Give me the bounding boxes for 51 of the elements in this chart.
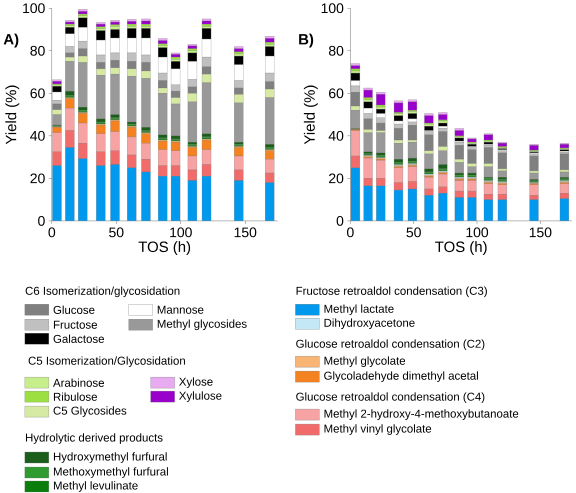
text: C6 Isomerization/glycosidation — [26, 286, 180, 297]
text: C5 Isomerization/Glycosidation — [28, 356, 185, 367]
legend-label: Methyl glycosides — [158, 319, 247, 330]
x-tick-label: 0 — [48, 227, 56, 238]
legend-label: Methyl levulinate — [54, 480, 138, 492]
x-axis-title: TOS (h) — [138, 240, 190, 255]
legend-label: Ribulose — [54, 392, 97, 401]
legend-label: Xylose — [179, 377, 213, 388]
text: Glucose retroaldol condensation (C4) — [296, 392, 484, 403]
legend-label: Dihydroxyacetone — [324, 318, 415, 329]
legend-label: Methyl glycolate — [324, 356, 406, 367]
legend-label: Fructose — [54, 320, 97, 329]
text: A) — [4, 33, 18, 48]
text: Fructose retroaldol condensation (C3) — [296, 286, 487, 297]
legend-label: Methyl vinyl glycolate — [324, 424, 432, 435]
y-tick-label: 60 — [329, 88, 344, 98]
x-tick-label: 50 — [109, 227, 124, 238]
y-tick-label: 40 — [30, 130, 45, 141]
x-axis-title: TOS (h) — [435, 240, 487, 255]
legend-label: Xylulose — [179, 391, 222, 402]
text: B) — [299, 33, 314, 48]
y-tick-label: 20 — [329, 173, 344, 184]
legend-label: Methoxymethyl furfural — [54, 466, 168, 478]
y-tick-label: 0 — [38, 216, 45, 226]
text: Glucose retroaldol condensation (C2) — [296, 339, 484, 350]
y-tick-label: 40 — [328, 130, 344, 141]
y-axis-title: Yield (%) — [5, 85, 20, 144]
y-axis-title: Yield (%) — [304, 85, 318, 144]
legend-label: Galactose — [54, 334, 104, 343]
legend-label: Hydroxymethyl furfural — [54, 452, 167, 463]
x-tick-label: 150 — [530, 227, 552, 238]
legend-label: Glucose — [54, 305, 94, 314]
x-tick-label: 50 — [406, 227, 421, 238]
y-tick-label: 60 — [30, 88, 45, 98]
legend-label: Arabinose — [53, 378, 104, 387]
y-tick-label: 100 — [23, 3, 45, 13]
y-tick-label: 80 — [328, 46, 344, 56]
x-tick-label: 100 — [466, 227, 488, 238]
x-tick-label: 100 — [170, 227, 192, 238]
y-tick-label: 100 — [322, 3, 344, 13]
y-tick-label: 0 — [336, 216, 344, 226]
legend-label: Glycoladehyde dimethyl acetal — [324, 371, 478, 382]
x-tick-label: 0 — [347, 227, 354, 238]
legend-label: C5 Glycosides — [54, 406, 126, 417]
y-tick-label: 20 — [30, 173, 45, 184]
legend-label: Methyl 2-hydroxy-4-methoxybutanoate — [324, 409, 518, 420]
y-tick-label: 80 — [30, 46, 45, 56]
x-tick-label: 150 — [234, 227, 256, 238]
legend-label: Methyl lactate — [324, 304, 394, 315]
legend-label: Mannose — [158, 306, 204, 314]
text: Hydrolytic derived products — [26, 433, 163, 444]
